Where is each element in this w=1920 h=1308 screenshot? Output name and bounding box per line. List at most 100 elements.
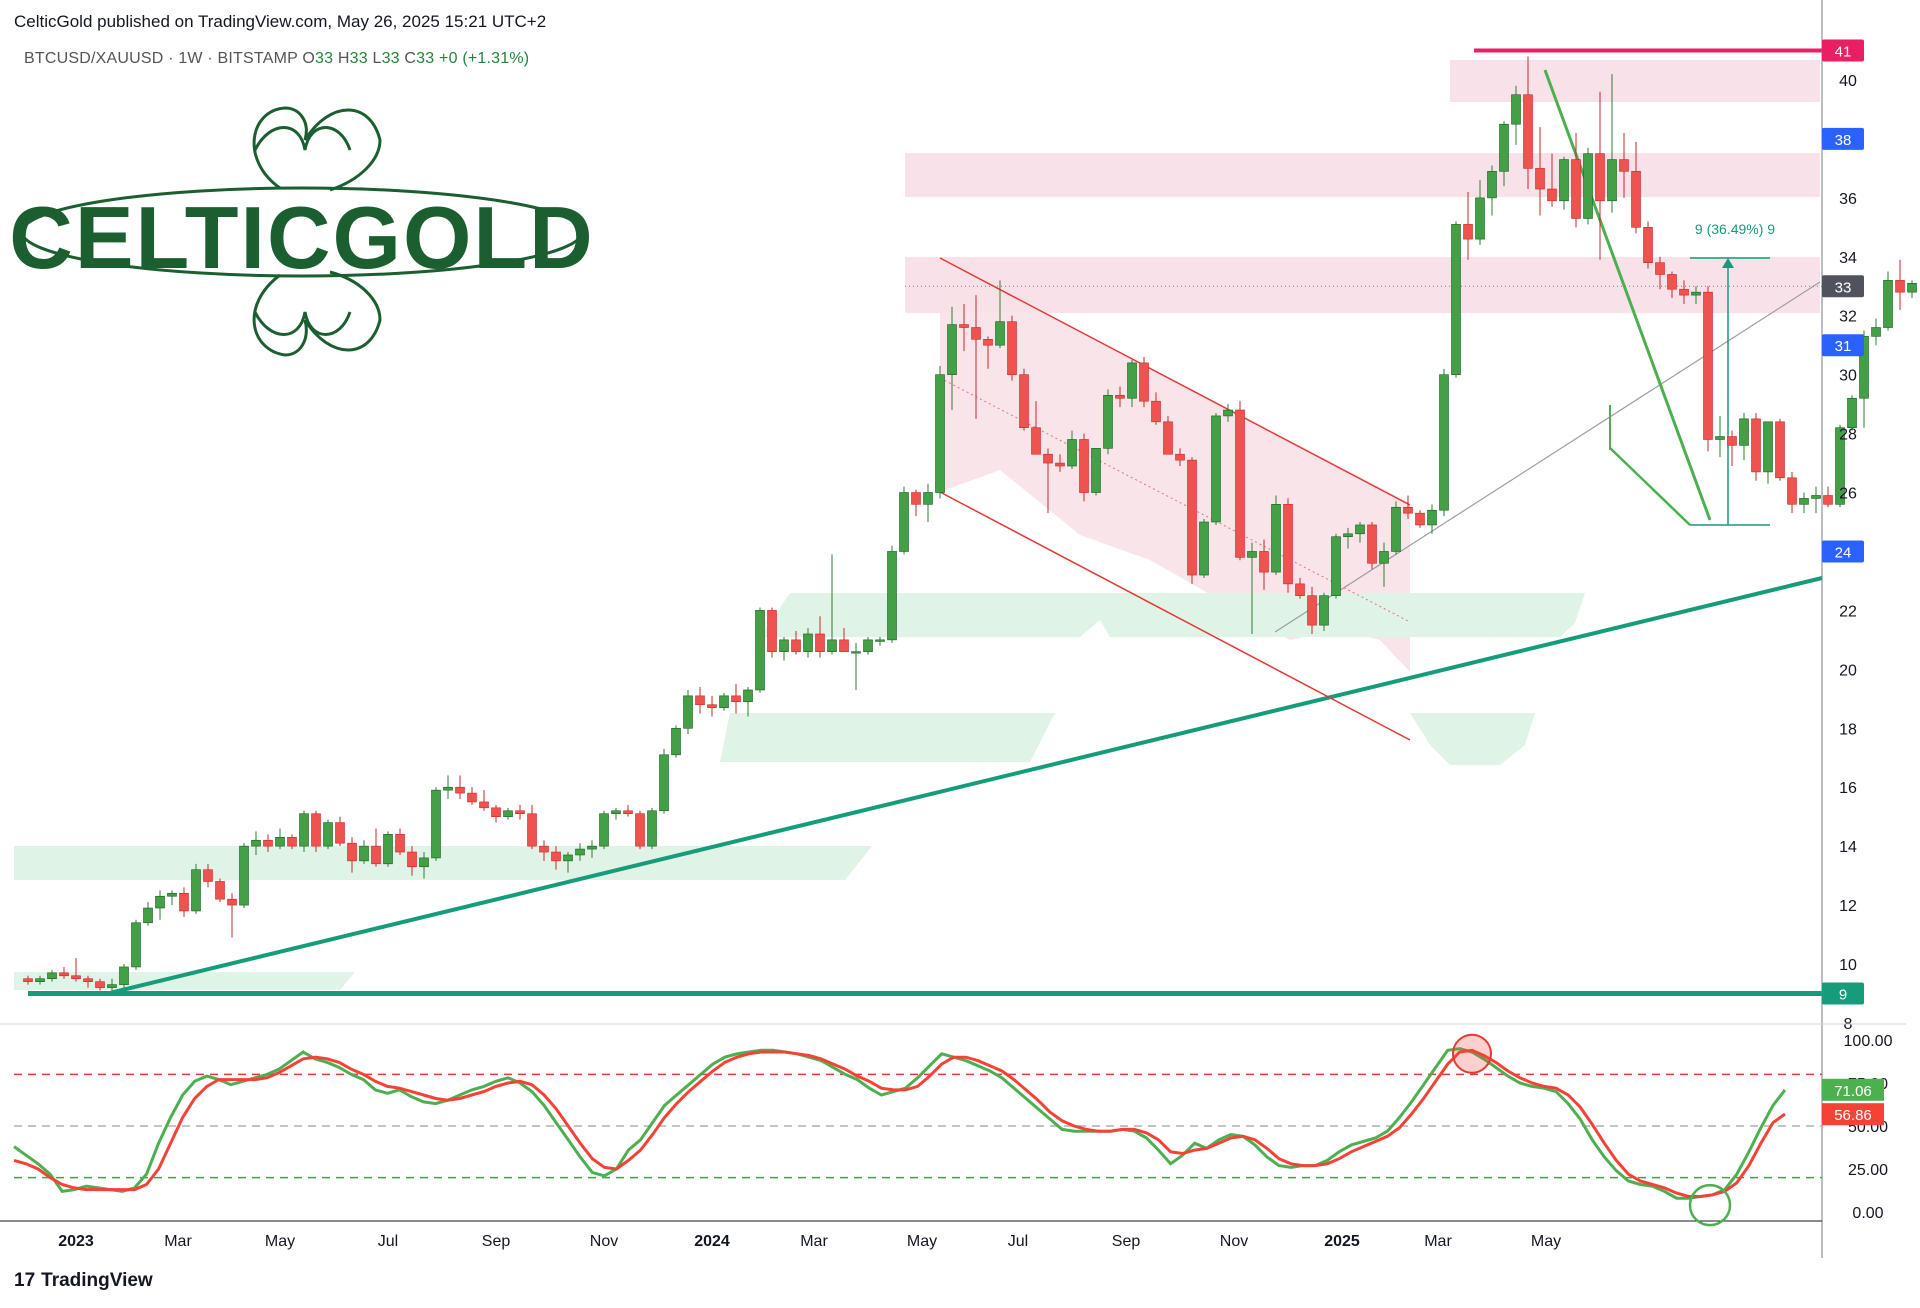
channel-upper	[939, 257, 1411, 506]
candle-up	[1511, 85, 1521, 145]
candle-down	[1751, 412, 1761, 481]
candle-down	[1415, 510, 1425, 528]
candle-body	[803, 633, 813, 652]
candle-body	[467, 792, 477, 803]
candle-up	[167, 890, 177, 906]
price-tick-label: 12	[1839, 898, 1857, 915]
candle-up	[1835, 424, 1845, 508]
candle-body	[443, 786, 453, 791]
candle-down	[1139, 356, 1149, 408]
candle-body	[995, 321, 1005, 346]
measure-arrowhead	[1722, 258, 1734, 268]
candle-down	[983, 336, 993, 369]
candle-up	[1871, 318, 1881, 346]
celticgold-logo: CELTICGOLD	[9, 106, 593, 357]
candle-body	[479, 801, 489, 809]
candle-up	[575, 843, 585, 861]
candle-up	[995, 280, 1005, 349]
candle-body	[1439, 374, 1449, 511]
candle-up	[1211, 412, 1221, 525]
candle-body	[179, 892, 189, 912]
candle-down	[815, 616, 825, 658]
candle-up	[719, 692, 729, 711]
candle-down	[839, 628, 849, 652]
candle-body	[1367, 524, 1377, 564]
candle-body	[1499, 123, 1509, 172]
candle-body	[1355, 524, 1365, 535]
candle-body	[551, 851, 561, 862]
publisher-line: CelticGold published on TradingView.com,…	[14, 12, 547, 31]
candle-up	[899, 486, 909, 555]
price-tick-label: 16	[1839, 780, 1857, 797]
channel-lower	[939, 491, 1411, 741]
price-tick-label: 18	[1839, 721, 1857, 738]
candle-body	[1523, 94, 1533, 169]
candle-up	[803, 628, 813, 658]
time-axis: 2023 Mar May Jul Sep Nov 2024 Mar May Jul Sep Nov 20…	[58, 1233, 1561, 1250]
candle-body	[587, 845, 597, 850]
candle-up	[1427, 504, 1437, 534]
candle-body	[491, 807, 501, 817]
price-label-badge	[1822, 540, 1864, 563]
time-tick-label: 2023	[58, 1233, 94, 1250]
candle-up	[683, 689, 693, 735]
candle-body	[1403, 506, 1413, 514]
candle-body	[83, 978, 93, 982]
price-tick-label: 40	[1839, 73, 1857, 90]
candle-body	[1763, 421, 1773, 473]
candle-up	[251, 831, 261, 855]
candle-body	[1511, 94, 1521, 125]
candle-body	[1259, 551, 1269, 573]
ohlc-values: O33 H33 L33 C33	[302, 50, 434, 67]
oversold-marker	[1688, 1183, 1732, 1227]
candle-body	[227, 898, 237, 906]
candle-down	[371, 828, 381, 867]
grey-trendline	[1274, 281, 1821, 633]
price-label-badge	[1822, 982, 1864, 1005]
candle-body	[1835, 427, 1845, 505]
time-tick-label: Mar	[164, 1233, 192, 1250]
candle-body	[431, 789, 441, 859]
candle-body	[1199, 521, 1209, 576]
candles	[23, 56, 1917, 991]
candle-body	[1187, 459, 1197, 576]
candle-down	[1547, 153, 1557, 207]
time-tick-label: 2025	[1324, 1233, 1360, 1250]
candle-down	[1571, 133, 1581, 228]
candle-body	[23, 978, 33, 982]
candle-down	[395, 828, 405, 855]
candle-body	[1535, 168, 1545, 190]
candle-down	[911, 489, 921, 517]
candle-body	[191, 869, 201, 912]
candle-body	[299, 813, 309, 847]
time-tick-label: Mar	[800, 1233, 828, 1250]
candle-body	[1175, 453, 1185, 461]
candle-up	[1319, 592, 1329, 632]
candle-body	[599, 813, 609, 847]
candle-body	[1703, 291, 1713, 440]
candle-body	[35, 978, 45, 982]
candle-body	[239, 845, 249, 906]
candle-body	[1655, 262, 1665, 275]
candle-down	[1535, 127, 1545, 216]
candle-body	[1091, 448, 1101, 493]
tradingview-brand[interactable]: 17 TradingView	[14, 1270, 153, 1292]
candle-down	[1295, 577, 1305, 599]
candle-body	[1043, 453, 1053, 464]
tradingview-label: TradingView	[41, 1270, 153, 1291]
candle-body	[131, 922, 141, 968]
candle-body	[755, 610, 765, 691]
price-label-text: 33	[1835, 279, 1852, 296]
price-tick-label: 26	[1839, 486, 1857, 503]
candle-body	[1751, 418, 1761, 473]
resistance-zone-33	[905, 257, 1820, 313]
candle-up	[1331, 533, 1341, 599]
candle-body	[1775, 421, 1785, 479]
candle-body	[635, 813, 645, 847]
candle-down	[335, 816, 345, 847]
candle-body	[1475, 197, 1485, 240]
candle-body	[539, 845, 549, 853]
candle-body	[1715, 436, 1725, 440]
candle-body	[59, 972, 69, 977]
candle-down	[1631, 141, 1641, 234]
